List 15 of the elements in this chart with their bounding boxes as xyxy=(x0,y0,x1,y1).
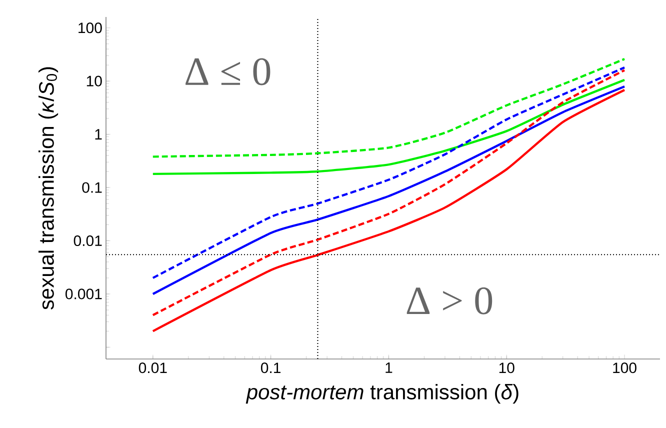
y-tick-label: 10 xyxy=(86,76,102,86)
y-axis-title: sexual transmission (κ/S$_{0}$) xyxy=(38,67,58,310)
y-tick-label: 0.1 xyxy=(82,182,102,193)
y-tick-label: 100 xyxy=(78,22,102,34)
x-axis-title: post-mortem transmission (δ) xyxy=(246,384,518,404)
x-tick-label: 0.1 xyxy=(260,362,281,374)
x-tick-label: 0.01 xyxy=(138,362,167,374)
annotation: Δ > 0 xyxy=(406,287,492,314)
x-tick-label: 10 xyxy=(499,362,514,374)
y-tick-label: 1 xyxy=(95,129,102,140)
x-tick-label: 1 xyxy=(386,362,392,373)
y-tick-label: 0.001 xyxy=(66,288,102,300)
x-tick-label: 100 xyxy=(613,362,636,374)
annotation: Δ ≤ 0 xyxy=(186,58,270,86)
y-tick-label: 0.01 xyxy=(74,235,102,246)
